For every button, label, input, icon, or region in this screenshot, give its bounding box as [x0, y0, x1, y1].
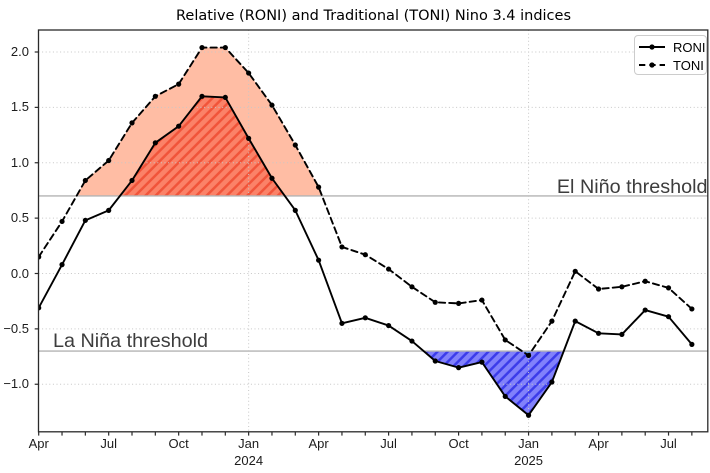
marker-roni — [292, 207, 298, 213]
marker-toni — [199, 44, 205, 51]
legend-label-roni: RONI — [673, 39, 706, 55]
marker-toni — [525, 352, 532, 359]
x-tick-label: Oct — [168, 436, 189, 452]
x-tick-label: Apr — [28, 436, 49, 452]
marker-toni — [386, 266, 392, 272]
marker-roni — [246, 135, 252, 141]
marker-roni — [549, 379, 555, 385]
legend-label-toni: TONI — [673, 57, 704, 73]
lanina-threshold-label: La Niña threshold — [53, 329, 209, 352]
x-tick-label: Apr — [308, 436, 329, 452]
marker-roni — [479, 359, 485, 365]
marker-roni — [689, 341, 695, 347]
marker-roni — [595, 330, 602, 336]
marker-roni — [362, 315, 368, 321]
legend: RONI TONI — [634, 35, 707, 75]
marker-toni — [339, 244, 345, 250]
legend-entry-roni: RONI — [635, 38, 706, 56]
threshold-lines — [38, 195, 708, 352]
x-tick-label: Jul — [100, 436, 117, 452]
toni-line-sample-icon — [639, 62, 665, 68]
toni-sample-marker — [649, 62, 655, 68]
marker-roni — [316, 257, 322, 263]
x-tick-label: Jan — [238, 436, 260, 452]
marker-toni — [269, 102, 275, 108]
marker-toni — [316, 184, 322, 190]
marker-toni — [689, 306, 695, 312]
x-tick-label: Jul — [380, 436, 397, 452]
y-tick-label: 1.5 — [10, 99, 29, 115]
y-tick-label: 1.0 — [10, 154, 29, 170]
marker-toni — [152, 93, 158, 99]
marker-roni — [386, 322, 392, 329]
marker-toni — [82, 177, 88, 184]
marker-roni — [572, 318, 578, 324]
marker-roni — [152, 140, 158, 146]
marker-toni — [106, 157, 112, 164]
y-tick-label: 0.0 — [10, 265, 29, 281]
marker-roni — [502, 393, 508, 400]
marker-toni — [292, 142, 298, 148]
marker-roni — [176, 123, 182, 129]
roni-sample-marker — [649, 44, 655, 50]
marker-roni — [269, 175, 275, 181]
axes-spine — [37, 29, 709, 433]
marker-roni — [642, 307, 648, 313]
y-tick-label: 0.5 — [10, 210, 29, 226]
marker-toni — [409, 284, 415, 290]
marker-toni — [222, 44, 228, 51]
y-tick-label: −1.0 — [3, 376, 29, 392]
marker-roni — [432, 358, 438, 364]
x-tick-label: Jan — [518, 436, 540, 452]
marker-toni — [549, 318, 555, 324]
y-tick-label: 2.0 — [10, 44, 29, 59]
marker-roni — [339, 320, 345, 326]
marker-roni — [82, 217, 88, 223]
x-tick-label: Oct — [448, 436, 469, 452]
axes-spines-ticks — [34, 29, 709, 436]
marker-toni — [642, 278, 648, 284]
x-year-label: 2024 — [234, 452, 264, 468]
marker-roni — [199, 93, 205, 99]
fill-roni-below — [423, 351, 564, 416]
marker-roni — [665, 314, 672, 320]
elnino-threshold-label: El Niño threshold — [556, 176, 708, 198]
marker-toni — [38, 254, 42, 260]
legend-entry-toni: TONI — [635, 56, 704, 74]
marker-roni — [455, 365, 462, 371]
marker-toni — [619, 284, 625, 290]
data-series — [38, 44, 695, 418]
marker-toni — [572, 268, 578, 274]
marker-toni — [455, 300, 462, 306]
chart-title: Relative (RONI) and Traditional (TONI) N… — [175, 7, 572, 24]
y-tick-label: −0.5 — [3, 320, 29, 336]
roni-line-sample-icon — [639, 44, 665, 50]
marker-toni — [176, 81, 182, 87]
marker-roni — [106, 207, 112, 213]
marker-toni — [362, 252, 368, 258]
x-tick-label: Jul — [660, 436, 677, 452]
marker-toni — [432, 299, 438, 305]
gridlines — [38, 30, 708, 432]
marker-roni — [129, 177, 135, 184]
marker-roni — [409, 338, 415, 344]
marker-roni — [619, 331, 625, 338]
marker-toni — [502, 337, 508, 343]
series-line-toni — [38, 46, 693, 357]
marker-toni — [479, 297, 485, 303]
x-tick-label: Apr — [588, 436, 609, 452]
marker-roni — [38, 305, 42, 311]
fill-roni-above — [119, 96, 285, 196]
marker-toni — [59, 218, 65, 225]
marker-roni — [525, 412, 532, 418]
marker-toni — [129, 120, 135, 126]
marker-toni — [595, 286, 602, 292]
x-year-label: 2025 — [514, 452, 544, 468]
marker-roni — [59, 262, 65, 268]
marker-toni — [246, 70, 252, 76]
marker-toni — [665, 285, 672, 291]
marker-roni — [222, 94, 228, 101]
